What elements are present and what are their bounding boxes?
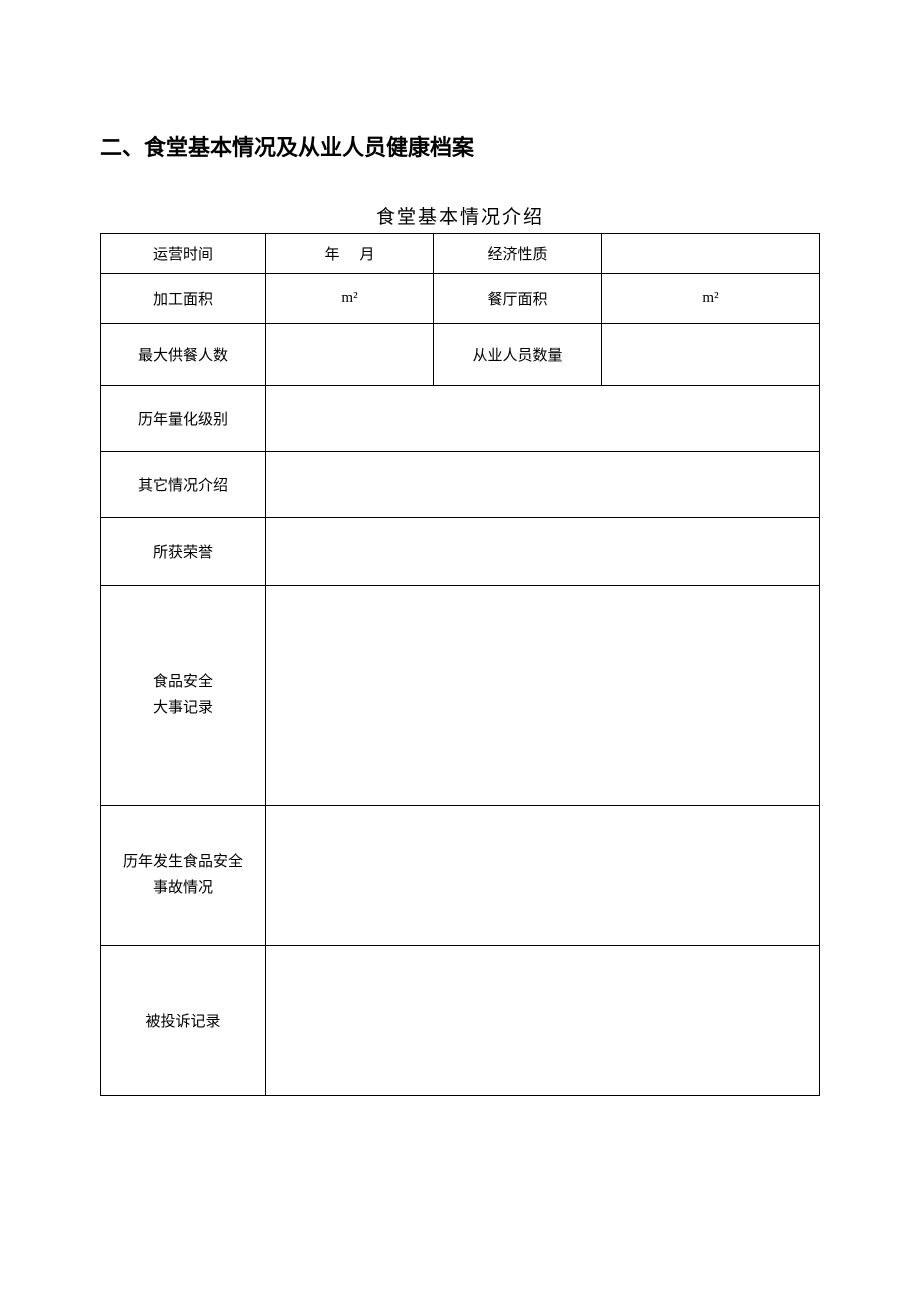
cell-value — [602, 234, 820, 274]
cell-value — [266, 806, 820, 946]
table-row: 加工面积 m² 餐厅面积 m² — [101, 274, 820, 324]
cell-label-line2: 大事记录 — [105, 696, 261, 722]
cell-label: 其它情况介绍 — [101, 452, 266, 518]
year-label: 年 — [324, 247, 339, 263]
cell-value — [266, 452, 820, 518]
cell-label-line2: 事故情况 — [105, 876, 261, 902]
cell-value — [266, 586, 820, 806]
cell-value — [266, 946, 820, 1096]
cell-value — [266, 386, 820, 452]
cell-label: 被投诉记录 — [101, 946, 266, 1096]
cell-label: 历年量化级别 — [101, 386, 266, 452]
cell-value — [602, 324, 820, 386]
cell-label: 历年发生食品安全 事故情况 — [101, 806, 266, 946]
cell-label: 加工面积 — [101, 274, 266, 324]
table-row: 历年量化级别 — [101, 386, 820, 452]
cell-value: m² — [266, 274, 434, 324]
table-row: 其它情况介绍 — [101, 452, 820, 518]
cell-label: 从业人员数量 — [434, 324, 602, 386]
table-row: 所获荣誉 — [101, 518, 820, 586]
table-row: 运营时间 年月 经济性质 — [101, 234, 820, 274]
table-title: 食堂基本情况介绍 — [100, 202, 820, 229]
info-table: 运营时间 年月 经济性质 加工面积 m² 餐厅面积 m² 最大供餐人数 从业人员… — [100, 233, 820, 1096]
table-row: 最大供餐人数 从业人员数量 — [101, 324, 820, 386]
cell-label: 运营时间 — [101, 234, 266, 274]
month-label: 月 — [360, 247, 375, 263]
cell-label-line1: 食品安全 — [105, 670, 261, 696]
cell-label: 所获荣誉 — [101, 518, 266, 586]
cell-label: 经济性质 — [434, 234, 602, 274]
cell-value: m² — [602, 274, 820, 324]
cell-value: 年月 — [266, 234, 434, 274]
cell-label: 餐厅面积 — [434, 274, 602, 324]
section-heading: 二、食堂基本情况及从业人员健康档案 — [100, 130, 820, 162]
table-row: 被投诉记录 — [101, 946, 820, 1096]
cell-value — [266, 324, 434, 386]
cell-label: 食品安全 大事记录 — [101, 586, 266, 806]
cell-label-line1: 历年发生食品安全 — [105, 850, 261, 876]
cell-value — [266, 518, 820, 586]
cell-label: 最大供餐人数 — [101, 324, 266, 386]
table-row: 食品安全 大事记录 — [101, 586, 820, 806]
table-row: 历年发生食品安全 事故情况 — [101, 806, 820, 946]
